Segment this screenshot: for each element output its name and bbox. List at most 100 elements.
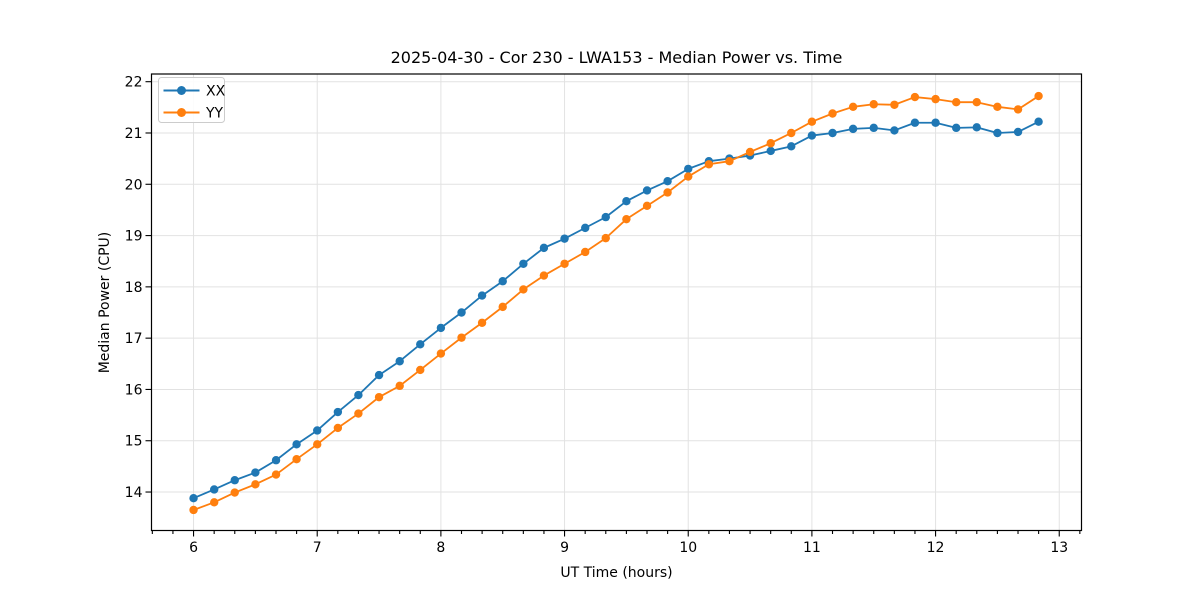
data-point-yy [519, 285, 528, 294]
data-point-xx [766, 146, 775, 156]
data-point-xx [601, 212, 610, 222]
data-point-xx [374, 370, 384, 380]
data-point-yy [972, 98, 981, 107]
x-tick-label: 11 [803, 540, 821, 556]
x-tick-label: 7 [313, 540, 322, 556]
y-tick-label: 16 [125, 382, 143, 398]
plot-area: 6 7 8 9 10 11 12 13 14 15 16 17 18 19 20 21 22 [125, 73, 1083, 556]
y-axis-label: Median Power (CPU) [97, 232, 113, 374]
data-point-yy [601, 233, 610, 243]
data-point-xx [869, 123, 878, 133]
data-point-xx [477, 291, 487, 300]
data-point-yy [704, 160, 714, 169]
data-point-xx [539, 243, 549, 253]
y-tick-label: 20 [125, 177, 143, 193]
data-point-yy [395, 381, 404, 391]
data-point-xx [292, 440, 301, 449]
data-point-yy [498, 302, 507, 312]
data-point-xx [993, 128, 1002, 138]
x-tick-label: 10 [679, 540, 697, 556]
data-point-xx [787, 142, 796, 151]
series-line-yy [192, 95, 1040, 511]
y-tick-label: 21 [125, 126, 143, 142]
data-point-yy [271, 470, 281, 479]
data-point-yy [457, 333, 466, 342]
data-point-yy [333, 423, 343, 433]
data-point-yy [890, 100, 899, 109]
data-point-xx [519, 259, 528, 268]
x-tick-label: 9 [560, 540, 569, 556]
data-point-yy [931, 94, 940, 104]
data-point-xx [972, 123, 981, 132]
data-point-yy [477, 318, 487, 327]
legend-label-xx: XX [206, 84, 226, 100]
data-point-xx [890, 126, 899, 135]
data-point-xx [457, 308, 466, 317]
y-tick-label: 17 [125, 331, 143, 347]
y-tick-label: 18 [125, 280, 143, 296]
data-point-xx [189, 493, 198, 503]
data-point-yy [952, 98, 961, 107]
data-point-yy [1034, 91, 1043, 101]
chart-title: 2025-04-30 - Cor 230 - LWA153 - Median P… [391, 48, 843, 67]
legend-label-yy: YY [205, 106, 224, 122]
data-point-yy [313, 440, 322, 449]
data-point-yy [910, 92, 920, 102]
data-point-xx [560, 234, 569, 243]
data-point-yy [622, 214, 631, 224]
x-tick-label: 12 [927, 540, 945, 556]
y-tick-label: 14 [125, 485, 143, 501]
data-point-yy [663, 188, 672, 197]
data-point-xx [271, 456, 281, 465]
data-point-xx [251, 468, 260, 477]
data-point-xx [663, 177, 672, 186]
data-point-xx [622, 197, 631, 206]
data-point-xx [910, 118, 920, 127]
data-point-yy [766, 139, 775, 148]
data-point-xx [498, 277, 507, 286]
data-point-yy [230, 488, 239, 497]
y-tick-label: 15 [125, 434, 143, 450]
data-point-yy [684, 172, 693, 181]
legend: XX YY [158, 77, 226, 123]
data-point-xx [436, 323, 446, 333]
data-point-xx [931, 118, 940, 127]
legend-marker-yy [177, 108, 186, 117]
x-axis-label: UT Time (hours) [560, 565, 672, 581]
data-point-yy [436, 349, 446, 358]
data-point-yy [354, 409, 363, 418]
data-point-yy [560, 259, 569, 268]
data-point-xx [581, 223, 590, 233]
x-tick-label: 6 [189, 540, 198, 556]
data-point-xx [354, 390, 363, 400]
y-tick-label: 19 [125, 229, 143, 245]
data-point-xx [848, 124, 858, 134]
data-point-xx [313, 426, 322, 435]
data-point-yy [374, 392, 384, 402]
data-point-yy [251, 480, 260, 489]
legend-marker-xx [177, 86, 186, 95]
data-point-yy [869, 100, 878, 109]
data-point-yy [725, 157, 734, 166]
y-tick-label: 22 [125, 75, 143, 91]
data-point-yy [642, 201, 652, 211]
data-point-yy [416, 365, 425, 375]
data-point-yy [828, 109, 837, 118]
legend-box [158, 77, 225, 123]
data-point-xx [1034, 117, 1043, 126]
data-point-yy [807, 117, 817, 126]
data-point-xx [1013, 127, 1023, 137]
data-point-xx [952, 123, 961, 133]
data-point-yy [189, 505, 198, 515]
data-point-yy [581, 247, 590, 257]
data-point-xx [230, 476, 239, 485]
data-point-xx [395, 357, 404, 366]
data-point-xx [210, 485, 219, 494]
data-point-yy [745, 147, 755, 157]
data-point-xx [684, 164, 693, 174]
data-point-yy [292, 455, 301, 464]
data-point-yy [1013, 105, 1023, 114]
x-tick-label: 13 [1050, 540, 1068, 556]
